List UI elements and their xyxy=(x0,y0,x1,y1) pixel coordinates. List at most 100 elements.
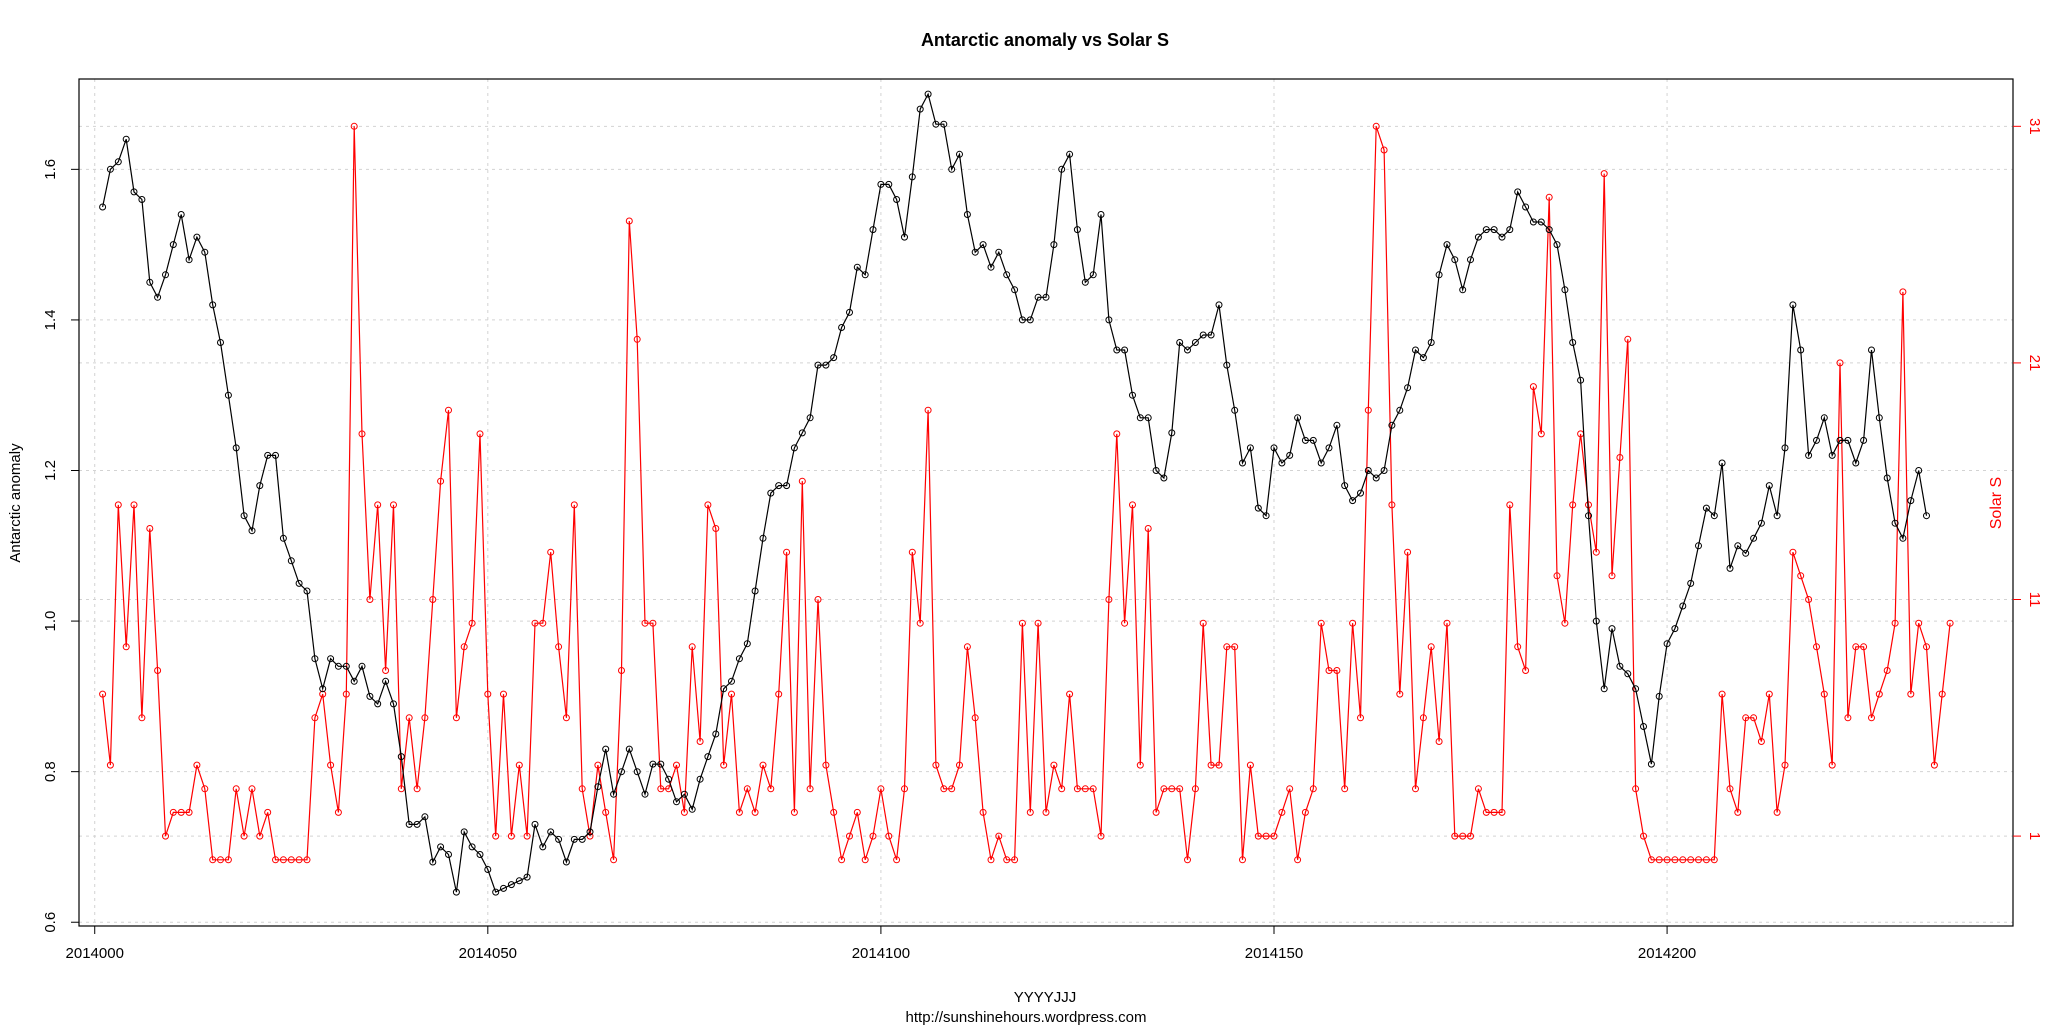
data-point xyxy=(1026,808,1034,816)
data-point xyxy=(728,677,735,685)
data-point xyxy=(1113,346,1121,354)
data-point xyxy=(405,714,413,722)
data-point xyxy=(1396,406,1404,414)
data-point xyxy=(853,808,861,816)
data-point xyxy=(1412,785,1419,793)
data-point xyxy=(350,677,358,685)
data-point xyxy=(783,482,791,490)
data-point xyxy=(1026,316,1034,324)
data-point xyxy=(1451,832,1459,840)
data-point xyxy=(806,414,814,422)
data-point xyxy=(1404,384,1412,392)
data-point xyxy=(775,482,783,490)
data-point xyxy=(1309,436,1317,444)
data-point xyxy=(1349,619,1357,627)
data-point xyxy=(295,579,303,587)
data-point xyxy=(1718,459,1726,467)
data-point xyxy=(1317,619,1325,627)
data-point xyxy=(602,745,610,753)
data-point xyxy=(562,858,570,866)
data-point xyxy=(696,775,704,783)
data-point xyxy=(610,790,618,798)
data-point xyxy=(1482,808,1490,816)
data-point xyxy=(877,180,885,188)
data-point xyxy=(1388,421,1396,429)
data-point xyxy=(1860,643,1868,651)
data-point xyxy=(1852,459,1860,467)
data-point xyxy=(1443,619,1451,627)
data-point xyxy=(759,534,767,542)
data-point xyxy=(1608,572,1616,580)
data-point xyxy=(948,165,956,173)
data-point xyxy=(1946,619,1954,627)
data-point xyxy=(476,430,484,438)
data-point xyxy=(287,557,295,565)
data-point xyxy=(209,301,217,309)
data-point xyxy=(1003,856,1011,864)
data-point xyxy=(405,820,413,828)
data-point xyxy=(625,217,633,225)
data-point xyxy=(979,808,987,816)
data-point xyxy=(932,761,940,769)
data-point xyxy=(1034,619,1042,627)
data-point xyxy=(971,714,979,722)
data-point xyxy=(735,808,743,816)
data-point xyxy=(594,783,602,791)
data-point xyxy=(987,263,995,271)
data-point xyxy=(1309,785,1317,793)
data-point xyxy=(1923,512,1930,520)
data-point xyxy=(995,248,1003,256)
data-point xyxy=(751,587,759,595)
data-point xyxy=(1058,785,1066,793)
data-point xyxy=(1828,451,1836,459)
data-point xyxy=(1498,233,1506,241)
data-point xyxy=(1270,444,1278,452)
data-point xyxy=(1695,542,1702,550)
data-point xyxy=(1655,856,1663,864)
data-point xyxy=(114,501,122,509)
data-point xyxy=(1152,467,1160,474)
data-point xyxy=(610,856,618,864)
data-point xyxy=(1207,761,1215,769)
data-point xyxy=(1797,346,1805,354)
data-point xyxy=(1121,346,1129,354)
data-point xyxy=(1506,501,1514,509)
data-point xyxy=(177,211,185,218)
data-point xyxy=(1396,690,1404,698)
data-point xyxy=(1223,361,1231,369)
data-point xyxy=(287,856,295,864)
data-point xyxy=(390,700,397,708)
data-point xyxy=(1176,339,1184,346)
data-point xyxy=(1435,738,1443,745)
data-point xyxy=(1813,436,1820,444)
data-point xyxy=(1231,406,1239,414)
y-left-tick-label: 0.6 xyxy=(42,912,59,933)
data-point xyxy=(1231,643,1239,651)
data-point xyxy=(924,90,932,98)
data-point xyxy=(987,856,995,864)
data-point xyxy=(1498,808,1506,816)
data-point xyxy=(193,233,201,241)
y-axis-left-label: Antarctic anomaly xyxy=(7,443,24,563)
data-point xyxy=(1663,856,1671,864)
data-point xyxy=(1341,482,1349,490)
data-point xyxy=(1734,542,1742,550)
data-point xyxy=(99,203,107,211)
data-point xyxy=(1836,436,1844,444)
data-point xyxy=(1003,271,1011,279)
data-point xyxy=(1647,760,1655,768)
data-point xyxy=(256,482,264,490)
data-point xyxy=(790,808,798,816)
data-point xyxy=(1750,534,1758,542)
data-point xyxy=(272,856,279,864)
data-point xyxy=(578,835,586,843)
data-point xyxy=(1608,625,1616,633)
data-point xyxy=(169,808,177,816)
data-point xyxy=(1891,519,1899,527)
grid-lines xyxy=(79,79,2013,926)
data-point xyxy=(264,808,272,816)
data-point xyxy=(1160,785,1168,793)
data-point xyxy=(1333,667,1341,674)
data-point xyxy=(240,832,248,840)
data-point xyxy=(688,643,696,651)
